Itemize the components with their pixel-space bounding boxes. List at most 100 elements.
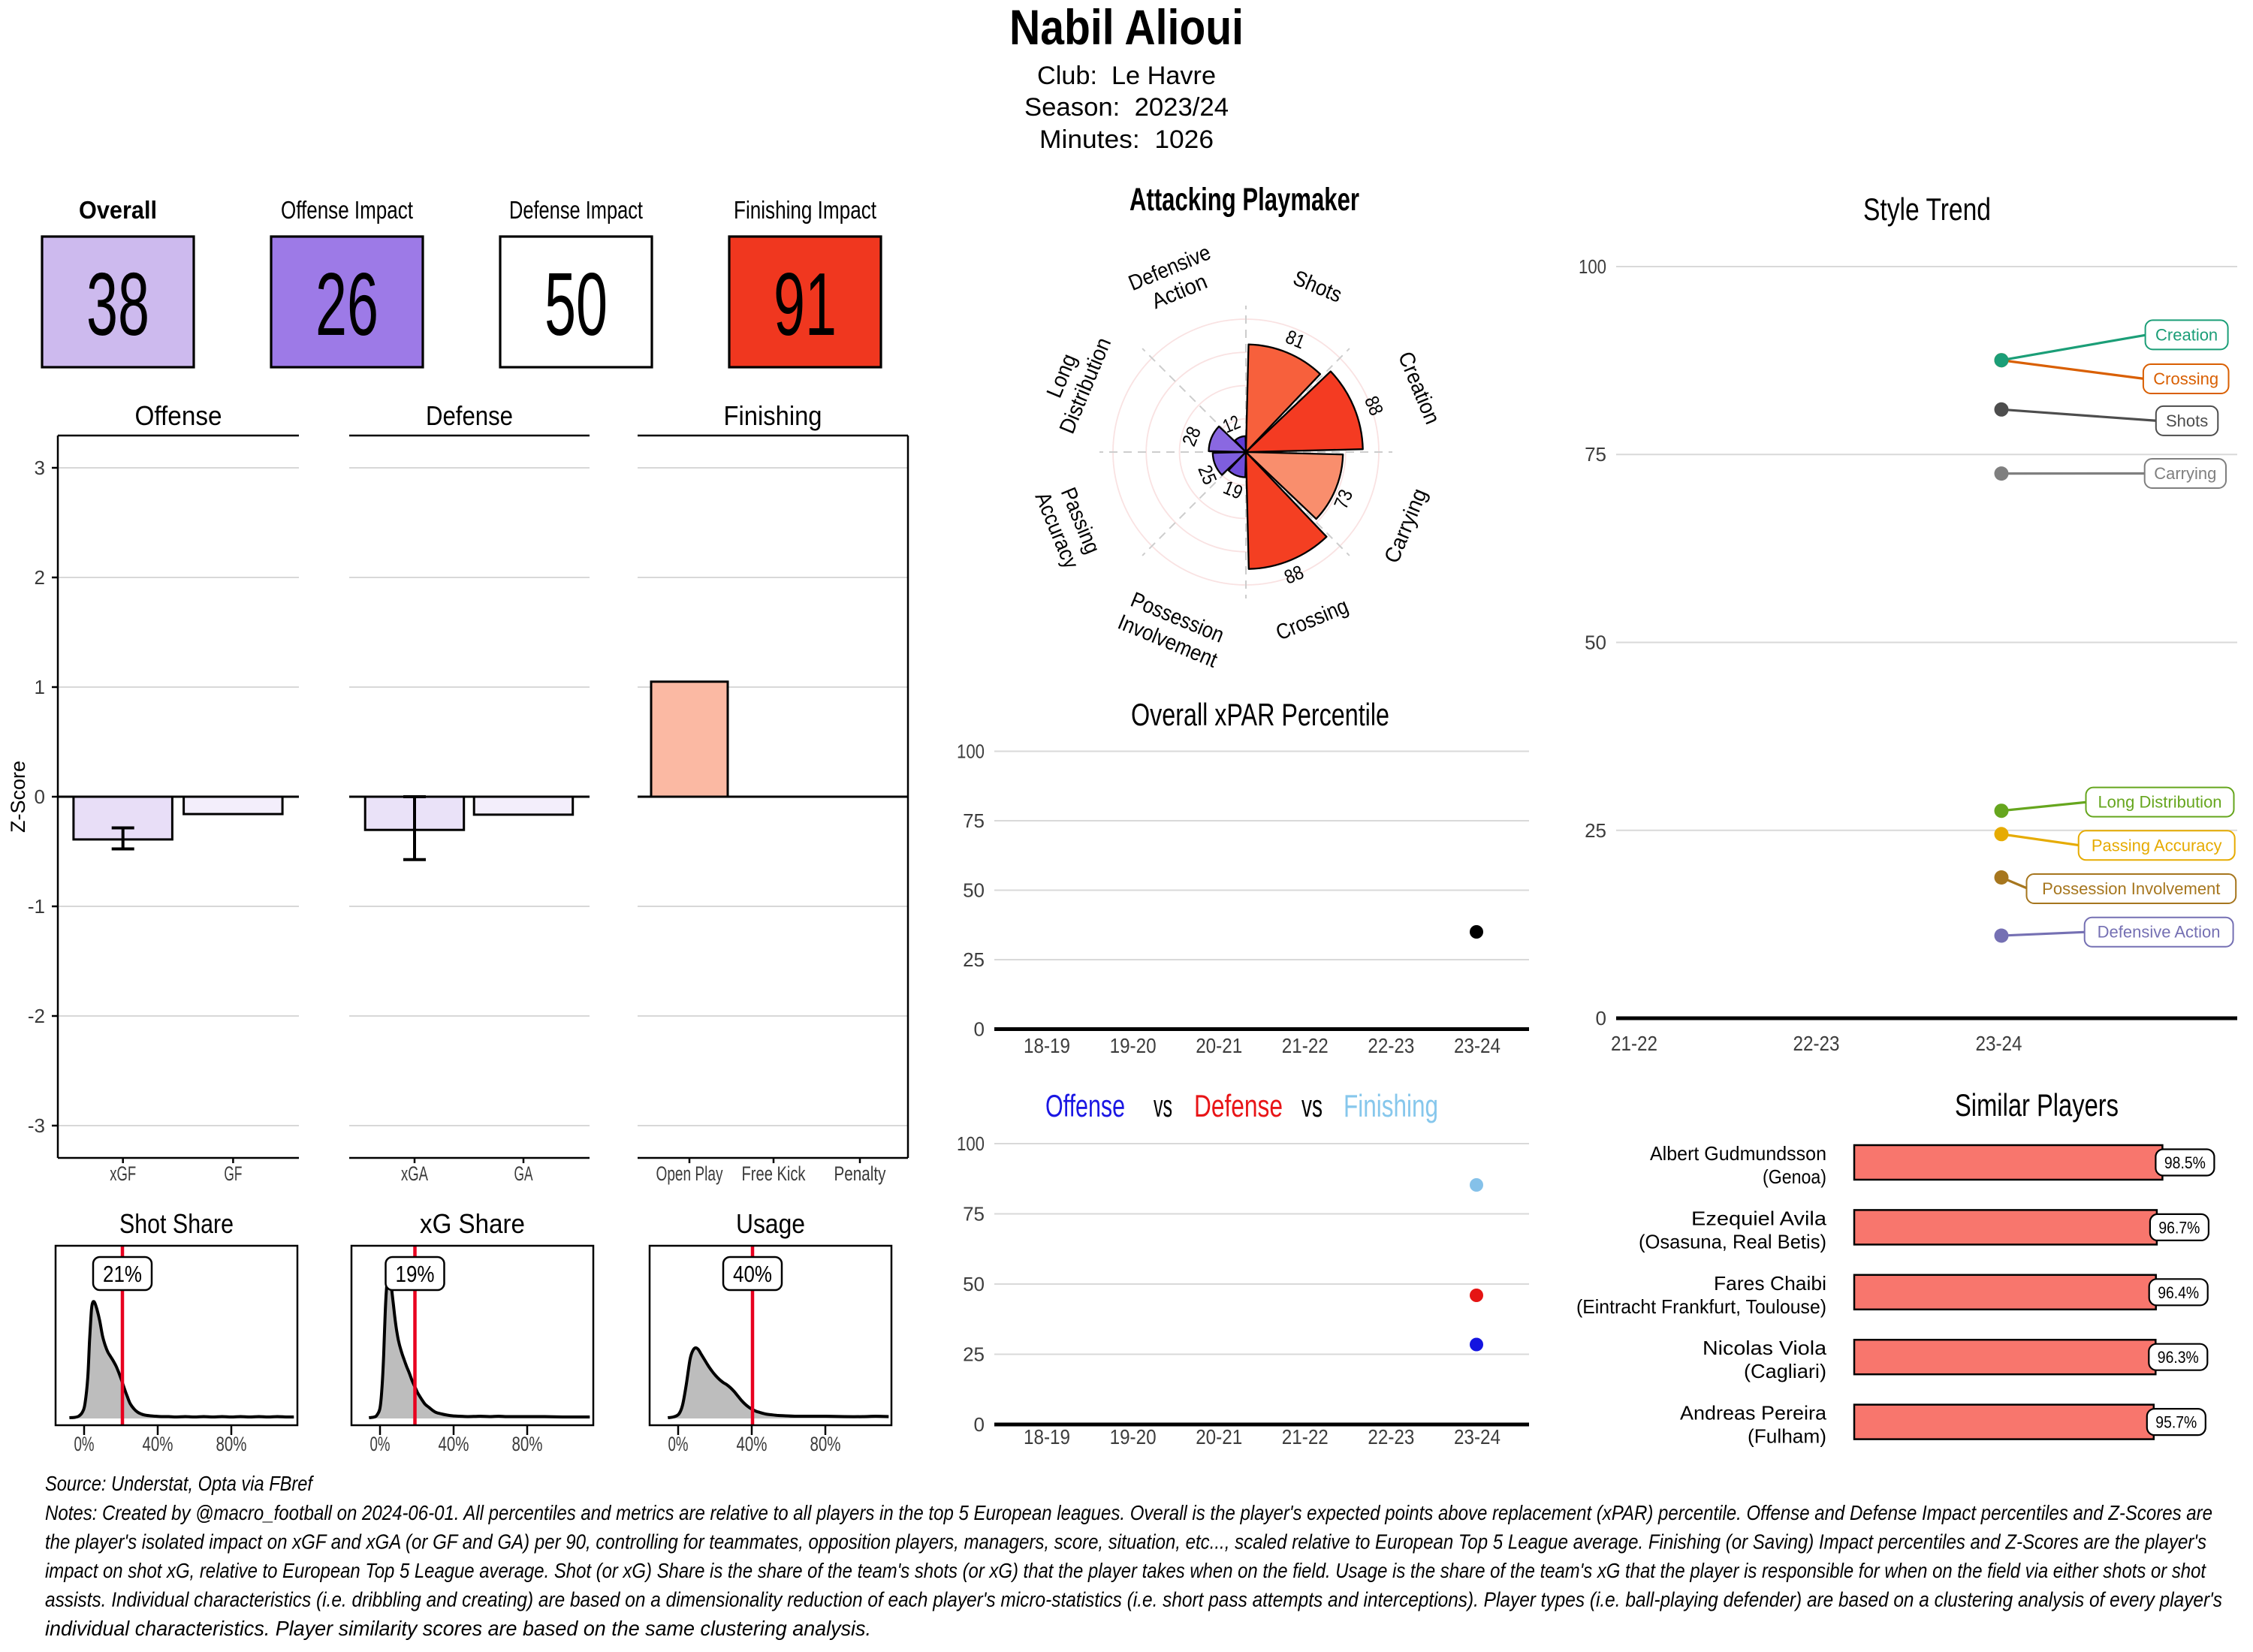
svg-text:50: 50 xyxy=(544,255,608,354)
svg-text:xGF: xGF xyxy=(110,1162,136,1185)
svg-text:50: 50 xyxy=(963,879,985,902)
svg-text:the player's isolated impact o: the player's isolated impact on xGF and … xyxy=(45,1530,2206,1554)
svg-text:25: 25 xyxy=(963,948,985,971)
svg-text:100: 100 xyxy=(1579,255,1606,278)
svg-text:Nabil Alioui: Nabil Alioui xyxy=(1009,0,1244,55)
svg-text:Similar Players: Similar Players xyxy=(1955,1087,2119,1123)
svg-text:Defense: Defense xyxy=(1194,1088,1283,1123)
svg-text:0%: 0% xyxy=(74,1433,95,1455)
svg-text:Nicolas Viola: Nicolas Viola xyxy=(1703,1337,1827,1359)
svg-text:Defense: Defense xyxy=(426,400,513,431)
svg-text:0%: 0% xyxy=(668,1433,689,1455)
svg-text:40%: 40% xyxy=(143,1433,173,1455)
svg-text:Free Kick: Free Kick xyxy=(742,1162,806,1185)
svg-text:Andreas Pereira: Andreas Pereira xyxy=(1680,1402,1827,1424)
svg-text:assists. Individual characteri: assists. Individual characteristics (i.e… xyxy=(45,1588,2222,1611)
svg-text:Ezequiel Avila: Ezequiel Avila xyxy=(1691,1207,1827,1229)
svg-text:96.7%: 96.7% xyxy=(2158,1218,2200,1237)
svg-text:Offense: Offense xyxy=(1045,1088,1125,1123)
svg-text:20-21: 20-21 xyxy=(1196,1425,1242,1449)
svg-text:75: 75 xyxy=(963,809,985,832)
svg-text:Z-Score: Z-Score xyxy=(7,761,29,833)
svg-text:21-22: 21-22 xyxy=(1611,1032,1657,1055)
svg-text:Offense: Offense xyxy=(135,400,222,431)
svg-text:21%: 21% xyxy=(103,1261,142,1287)
svg-text:Overall xPAR Percentile: Overall xPAR Percentile xyxy=(1131,697,1389,732)
svg-text:Source: Understat, Opta via FB: Source: Understat, Opta via FBref xyxy=(45,1472,315,1495)
svg-text:3: 3 xyxy=(35,457,45,479)
svg-text:19-20: 19-20 xyxy=(1110,1034,1157,1057)
svg-text:40%: 40% xyxy=(737,1433,768,1455)
svg-text:Club: Le Havre: Club: Le Havre xyxy=(1037,62,1216,90)
svg-text:Crossing: Crossing xyxy=(2153,369,2218,388)
svg-text:21-22: 21-22 xyxy=(1282,1034,1329,1057)
svg-text:23-24: 23-24 xyxy=(1454,1034,1500,1057)
svg-text:100: 100 xyxy=(957,1132,985,1155)
svg-text:75: 75 xyxy=(1585,443,1606,466)
svg-text:Shots: Shots xyxy=(2166,411,2208,430)
svg-text:GF: GF xyxy=(224,1162,242,1185)
svg-text:0: 0 xyxy=(35,785,45,808)
svg-text:25: 25 xyxy=(963,1343,985,1366)
svg-text:Creation: Creation xyxy=(2155,325,2218,344)
svg-text:18-19: 18-19 xyxy=(1024,1425,1070,1449)
svg-text:80%: 80% xyxy=(512,1433,543,1455)
svg-text:0: 0 xyxy=(974,1018,985,1041)
svg-text:xG Share: xG Share xyxy=(420,1208,525,1239)
svg-text:(Fulham): (Fulham) xyxy=(1748,1425,1826,1448)
svg-text:Notes: Created by @macro_footb: Notes: Created by @macro_football on 202… xyxy=(45,1501,2212,1524)
svg-text:Overall: Overall xyxy=(79,196,157,224)
svg-text:Defense Impact: Defense Impact xyxy=(509,196,643,224)
svg-text:Possession Involvement: Possession Involvement xyxy=(2042,879,2220,898)
svg-text:100: 100 xyxy=(957,740,985,763)
svg-text:95.7%: 95.7% xyxy=(2155,1413,2197,1432)
svg-text:vs: vs xyxy=(1301,1088,1323,1123)
svg-text:25: 25 xyxy=(1585,819,1606,842)
svg-text:Fares Chaibi: Fares Chaibi xyxy=(1714,1272,1826,1295)
svg-text:Attacking Playmaker: Attacking Playmaker xyxy=(1130,182,1359,218)
svg-text:98.5%: 98.5% xyxy=(2164,1153,2206,1172)
svg-text:(Osasuna, Real Betis): (Osasuna, Real Betis) xyxy=(1639,1230,1826,1253)
svg-text:1: 1 xyxy=(35,676,45,698)
svg-text:40%: 40% xyxy=(733,1261,772,1287)
svg-text:75: 75 xyxy=(963,1203,985,1225)
svg-text:Open Play: Open Play xyxy=(656,1162,723,1185)
svg-text:-1: -1 xyxy=(28,895,45,918)
svg-text:96.4%: 96.4% xyxy=(2158,1283,2199,1302)
svg-text:-2: -2 xyxy=(28,1005,45,1027)
svg-text:23-24: 23-24 xyxy=(1454,1425,1500,1449)
svg-text:0%: 0% xyxy=(370,1433,391,1455)
svg-text:80%: 80% xyxy=(216,1433,247,1455)
svg-text:xGA: xGA xyxy=(401,1162,428,1185)
svg-text:21-22: 21-22 xyxy=(1282,1425,1329,1449)
svg-text:Usage: Usage xyxy=(736,1208,805,1239)
svg-text:Defensive Action: Defensive Action xyxy=(2098,923,2221,942)
svg-text:0: 0 xyxy=(1596,1007,1606,1029)
svg-text:Season: 2023/24: Season: 2023/24 xyxy=(1024,93,1229,122)
svg-text:Albert Gudmundsson: Albert Gudmundsson xyxy=(1650,1142,1826,1165)
svg-text:18-19: 18-19 xyxy=(1024,1034,1070,1057)
svg-text:Offense Impact: Offense Impact xyxy=(281,196,413,224)
svg-text:91: 91 xyxy=(774,255,837,354)
svg-text:0: 0 xyxy=(974,1413,985,1436)
svg-text:Carrying: Carrying xyxy=(2154,464,2216,483)
svg-text:50: 50 xyxy=(1585,632,1606,654)
svg-text:Penalty: Penalty xyxy=(834,1162,886,1185)
svg-text:Long Distribution: Long Distribution xyxy=(2098,793,2221,812)
svg-text:impact on shot xG, relative to: impact on shot xG, relative to European … xyxy=(45,1559,2206,1582)
svg-text:40%: 40% xyxy=(439,1433,469,1455)
svg-text:96.3%: 96.3% xyxy=(2158,1348,2199,1367)
svg-text:Shot Share: Shot Share xyxy=(119,1208,234,1239)
svg-text:Finishing: Finishing xyxy=(724,400,822,431)
svg-text:-3: -3 xyxy=(28,1114,45,1137)
svg-text:23-24: 23-24 xyxy=(1976,1032,2022,1055)
svg-text:80%: 80% xyxy=(810,1433,841,1455)
svg-text:50: 50 xyxy=(963,1273,985,1295)
svg-text:(Eintracht Frankfurt, Toulouse: (Eintracht Frankfurt, Toulouse) xyxy=(1576,1295,1826,1318)
svg-text:26: 26 xyxy=(315,255,379,354)
svg-text:GA: GA xyxy=(514,1162,533,1185)
svg-text:22-23: 22-23 xyxy=(1793,1032,1840,1055)
svg-text:vs: vs xyxy=(1154,1088,1172,1123)
svg-text:22-23: 22-23 xyxy=(1368,1034,1414,1057)
svg-text:Finishing: Finishing xyxy=(1344,1088,1438,1123)
